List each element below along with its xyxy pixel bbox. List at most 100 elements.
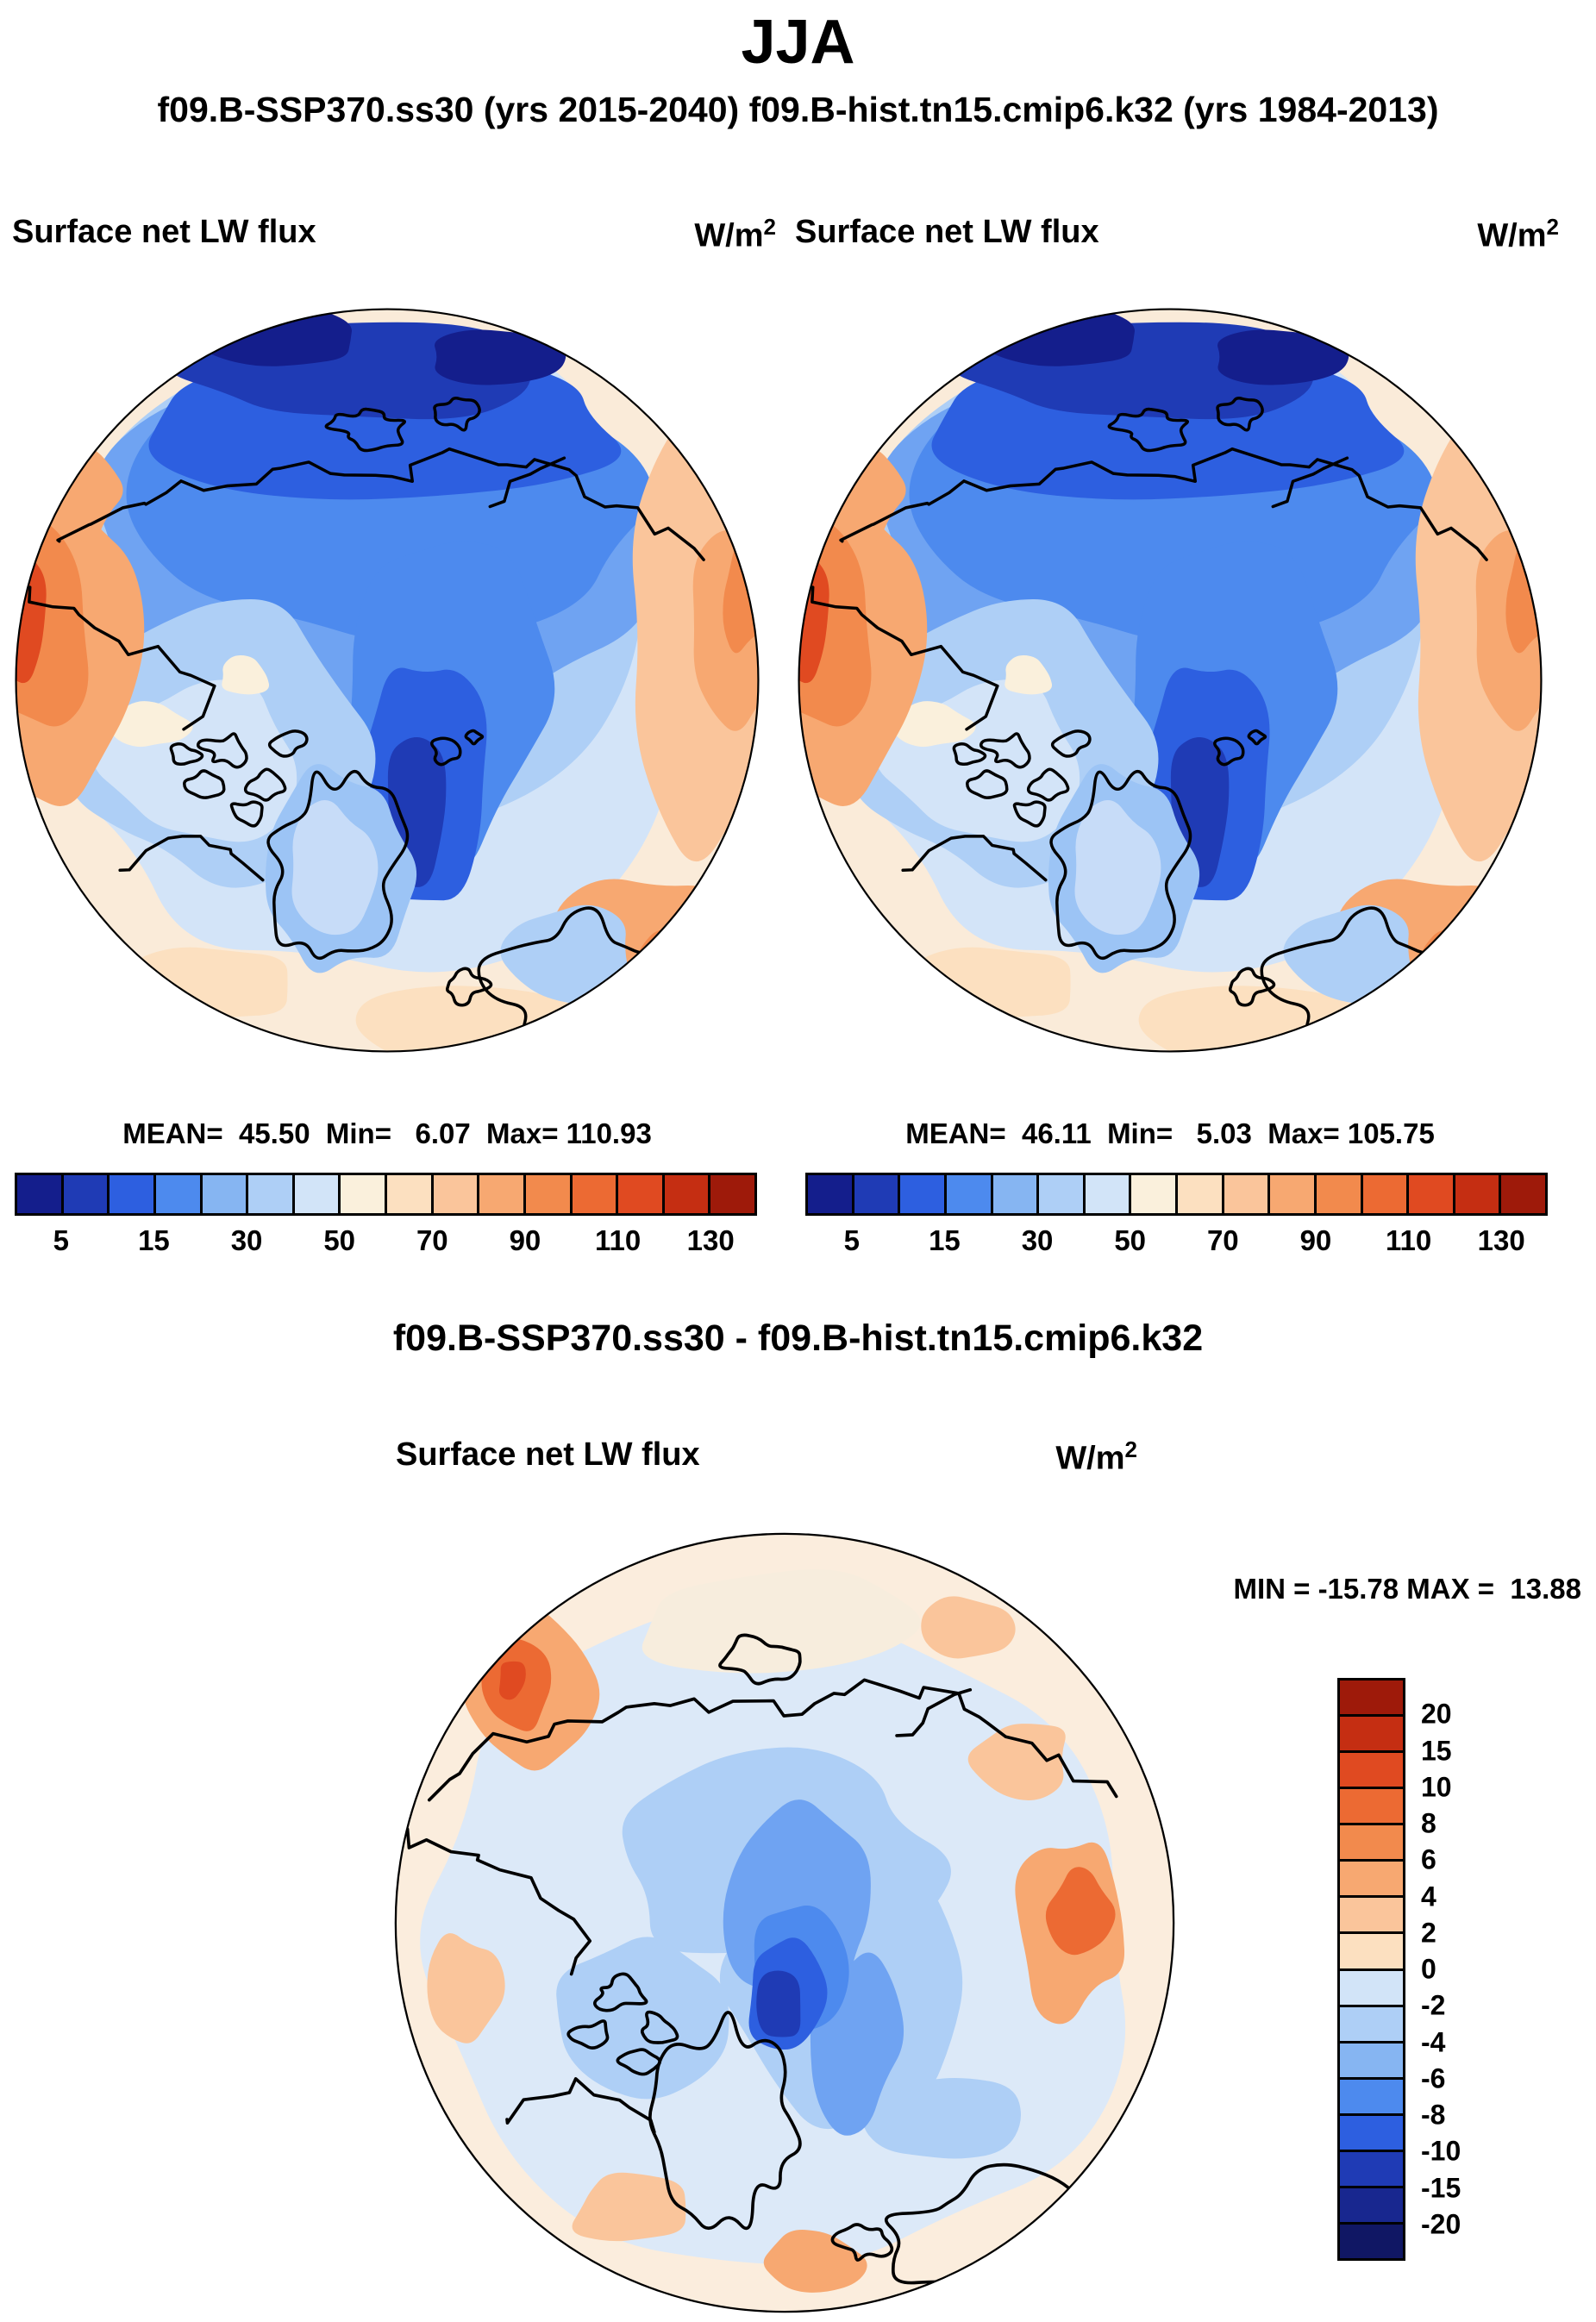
- colorbar-cell: [1175, 1175, 1222, 1213]
- colorbar-cell: [1082, 1175, 1130, 1213]
- colorbar-tick-label: 30: [1021, 1224, 1054, 1256]
- colorbar-cell: [708, 1175, 754, 1213]
- colorbar-cell: [1340, 1823, 1403, 1860]
- colorbar-cell: [1340, 2112, 1403, 2150]
- diff-colorbar: [1337, 1678, 1405, 2261]
- colorbar: [805, 1173, 1548, 1216]
- colorbar-cell: [107, 1175, 153, 1213]
- colorbar-cell: [1340, 1931, 1403, 1968]
- colorbar-tick-label: 2: [1421, 1917, 1436, 1949]
- panel-left-stats: MEAN= 45.50 Min= 6.07 Max= 110.93: [122, 1117, 652, 1149]
- panel-diff-var-label: Surface net LW flux: [396, 1436, 700, 1473]
- colorbar-tick-label: 8: [1421, 1807, 1436, 1839]
- colorbar-cell: [477, 1175, 523, 1213]
- diff-minmax-stats: MIN = -15.78 MAX = 13.88: [1233, 1573, 1581, 1605]
- colorbar-cell: [990, 1175, 1037, 1213]
- colorbar-cell: [60, 1175, 108, 1213]
- colorbar-cell: [1267, 1175, 1314, 1213]
- colorbar-tick-label: 70: [1206, 1224, 1239, 1256]
- panel-right-units: W/m2: [1477, 214, 1559, 254]
- colorbar-cell: [1360, 1175, 1407, 1213]
- colorbar-cell: [430, 1175, 478, 1213]
- colorbar-cell: [199, 1175, 247, 1213]
- panel-diff-units: W/m2: [1055, 1436, 1137, 1477]
- colorbar-cell: [616, 1175, 662, 1213]
- panel-right-var-label: Surface net LW flux: [795, 214, 1099, 250]
- colorbar-cell: [1340, 2149, 1403, 2186]
- colorbar-tick-label: -4: [1421, 2026, 1446, 2057]
- colorbar-tick-label: 15: [929, 1224, 961, 1256]
- panel-diff-header: Surface net LW flux W/m2: [396, 1436, 1137, 1478]
- colorbar-tick-label: 70: [416, 1224, 448, 1256]
- colorbar-cell: [1499, 1175, 1545, 1213]
- colorbar-tick-label: 90: [1299, 1224, 1332, 1256]
- colorbar-cell: [943, 1175, 991, 1213]
- season-title: JJA: [741, 8, 855, 77]
- colorbar-cell: [851, 1175, 898, 1213]
- colorbar-cell: [291, 1175, 339, 1213]
- difference-title: f09.B-SSP370.ss30 - f09.B-hist.tn15.cmip…: [392, 1317, 1204, 1359]
- colorbar-cell: [1340, 1968, 1403, 2005]
- colorbar: [15, 1173, 757, 1216]
- colorbar-cell: [246, 1175, 292, 1213]
- colorbar-tick-label: -20: [1421, 2208, 1461, 2240]
- colorbar-cell: [1340, 1680, 1403, 1715]
- panel-right-stats: MEAN= 46.11 Min= 5.03 Max= 105.75: [905, 1117, 1435, 1149]
- colorbar-cell: [1340, 1714, 1403, 1751]
- colorbar-tick-label: 4: [1421, 1881, 1436, 1912]
- colorbar-cell: [1340, 2004, 1403, 2041]
- colorbar-tick-label: -10: [1421, 2135, 1461, 2167]
- colorbar-cell: [1221, 1175, 1268, 1213]
- colorbar-tick-label: 50: [1114, 1224, 1147, 1256]
- colorbar-cell: [1313, 1175, 1361, 1213]
- colorbar-cell: [153, 1175, 200, 1213]
- colorbar-tick-label: 20: [1421, 1698, 1452, 1730]
- colorbar-tick-label: 15: [138, 1224, 170, 1256]
- colorbar-cell: [569, 1175, 616, 1213]
- colorbar-cell: [1340, 1895, 1403, 1932]
- colorbar-tick-label: 30: [230, 1224, 263, 1256]
- colorbar-tick-label: -6: [1421, 2062, 1446, 2094]
- colorbar-cell: [1406, 1175, 1453, 1213]
- colorbar-cell: [1340, 2040, 1403, 2077]
- colorbar-cell: [1340, 2221, 1403, 2258]
- map-ssp370: [15, 308, 760, 1053]
- colorbar-cell: [1036, 1175, 1083, 1213]
- colorbar-tick-label: 50: [323, 1224, 356, 1256]
- colorbar-tick-label: 130: [1477, 1224, 1525, 1256]
- colorbar-cell: [385, 1175, 431, 1213]
- colorbar-cell: [1129, 1175, 1175, 1213]
- panel-left-units: W/m2: [694, 214, 776, 254]
- colorbar-cell: [1340, 1750, 1403, 1787]
- colorbar-tick-label: 5: [53, 1224, 69, 1256]
- panel-right-colorbar: 5 15 30 50 70 90 110 130: [805, 1173, 1548, 1276]
- panel-left-colorbar: 5 15 30 50 70 90 110 130: [15, 1173, 757, 1276]
- map-hist: [798, 308, 1543, 1053]
- colorbar-cell: [808, 1175, 852, 1213]
- panel-left-var-label: Surface net LW flux: [12, 214, 316, 250]
- colorbar-cell: [1340, 2185, 1403, 2222]
- colorbar-tick-label: 110: [1385, 1224, 1432, 1256]
- colorbar-tick-label: -8: [1421, 2099, 1446, 2131]
- colorbar-tick-label: 0: [1421, 1953, 1436, 1985]
- colorbar-cell: [17, 1175, 61, 1213]
- colorbar-cell: [338, 1175, 385, 1213]
- colorbar-cell: [523, 1175, 570, 1213]
- colorbar-tick-label: 15: [1421, 1735, 1452, 1766]
- panel-left-header: Surface net LW flux W/m2: [12, 214, 776, 255]
- colorbar-tick-label: 130: [686, 1224, 735, 1256]
- colorbar-cell: [898, 1175, 944, 1213]
- colorbar-tick-label: -15: [1421, 2172, 1461, 2203]
- colorbar-tick-label: 6: [1421, 1843, 1436, 1875]
- colorbar-cell: [1452, 1175, 1499, 1213]
- colorbar-tick-label: -2: [1421, 1989, 1446, 2021]
- colorbar-tick-label: 10: [1421, 1771, 1452, 1803]
- colorbar-cell: [1340, 1859, 1403, 1896]
- colorbar-cell: [661, 1175, 709, 1213]
- colorbar-cell: [1340, 2076, 1403, 2113]
- colorbar-tick-label: 110: [594, 1224, 642, 1256]
- colorbar-cell: [1340, 1787, 1403, 1824]
- map-difference: [394, 1532, 1175, 2313]
- colorbar-tick-label: 90: [509, 1224, 541, 1256]
